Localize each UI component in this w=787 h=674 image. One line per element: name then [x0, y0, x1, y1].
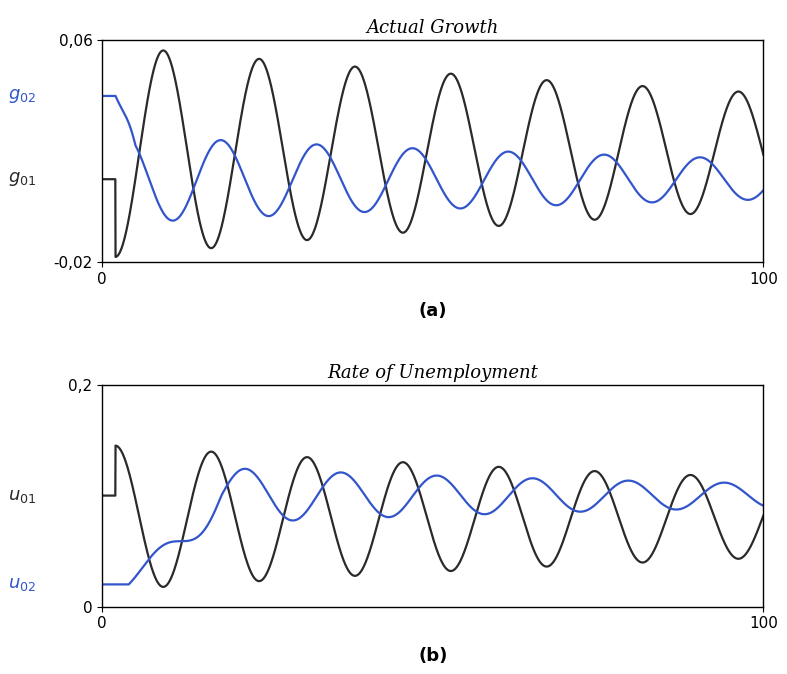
- Title: Rate of Unemployment: Rate of Unemployment: [327, 364, 538, 381]
- Text: (b): (b): [418, 646, 448, 665]
- Text: $g_{01}$: $g_{01}$: [8, 171, 36, 188]
- Text: $g_{02}$: $g_{02}$: [8, 87, 36, 105]
- Title: Actual Growth: Actual Growth: [367, 20, 499, 38]
- Text: $u_{02}$: $u_{02}$: [8, 576, 36, 593]
- Text: $u_{01}$: $u_{01}$: [8, 487, 36, 505]
- Text: (a): (a): [419, 303, 447, 320]
